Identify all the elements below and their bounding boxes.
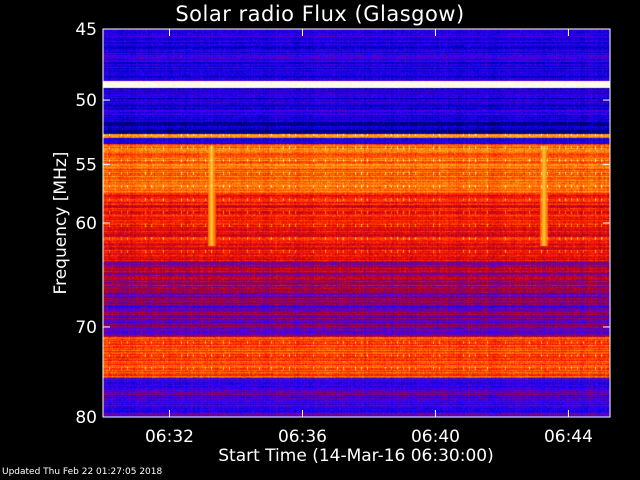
y-tick-label: 70 xyxy=(75,318,97,338)
x-tick-label: 06:32 xyxy=(145,427,194,447)
x-axis-title: Start Time (14-Mar-16 06:30:00) xyxy=(218,446,493,466)
y-tick-label: 60 xyxy=(75,214,97,234)
y-tick-label: 50 xyxy=(75,91,97,111)
chart-title: Solar radio Flux (Glasgow) xyxy=(175,2,465,26)
x-tick-label: 06:36 xyxy=(278,427,327,447)
x-tick-label: 06:44 xyxy=(544,427,593,447)
y-axis-title: Frequency [MHz] xyxy=(51,152,71,295)
updated-timestamp: Updated Thu Feb 22 01:27:05 2018 xyxy=(2,467,163,477)
spectrogram-heatmap xyxy=(103,29,610,417)
spectrogram-plot-area xyxy=(103,29,610,417)
x-tick-label: 06:40 xyxy=(411,427,460,447)
y-tick-label: 55 xyxy=(75,155,97,175)
y-tick-label: 80 xyxy=(75,408,97,428)
